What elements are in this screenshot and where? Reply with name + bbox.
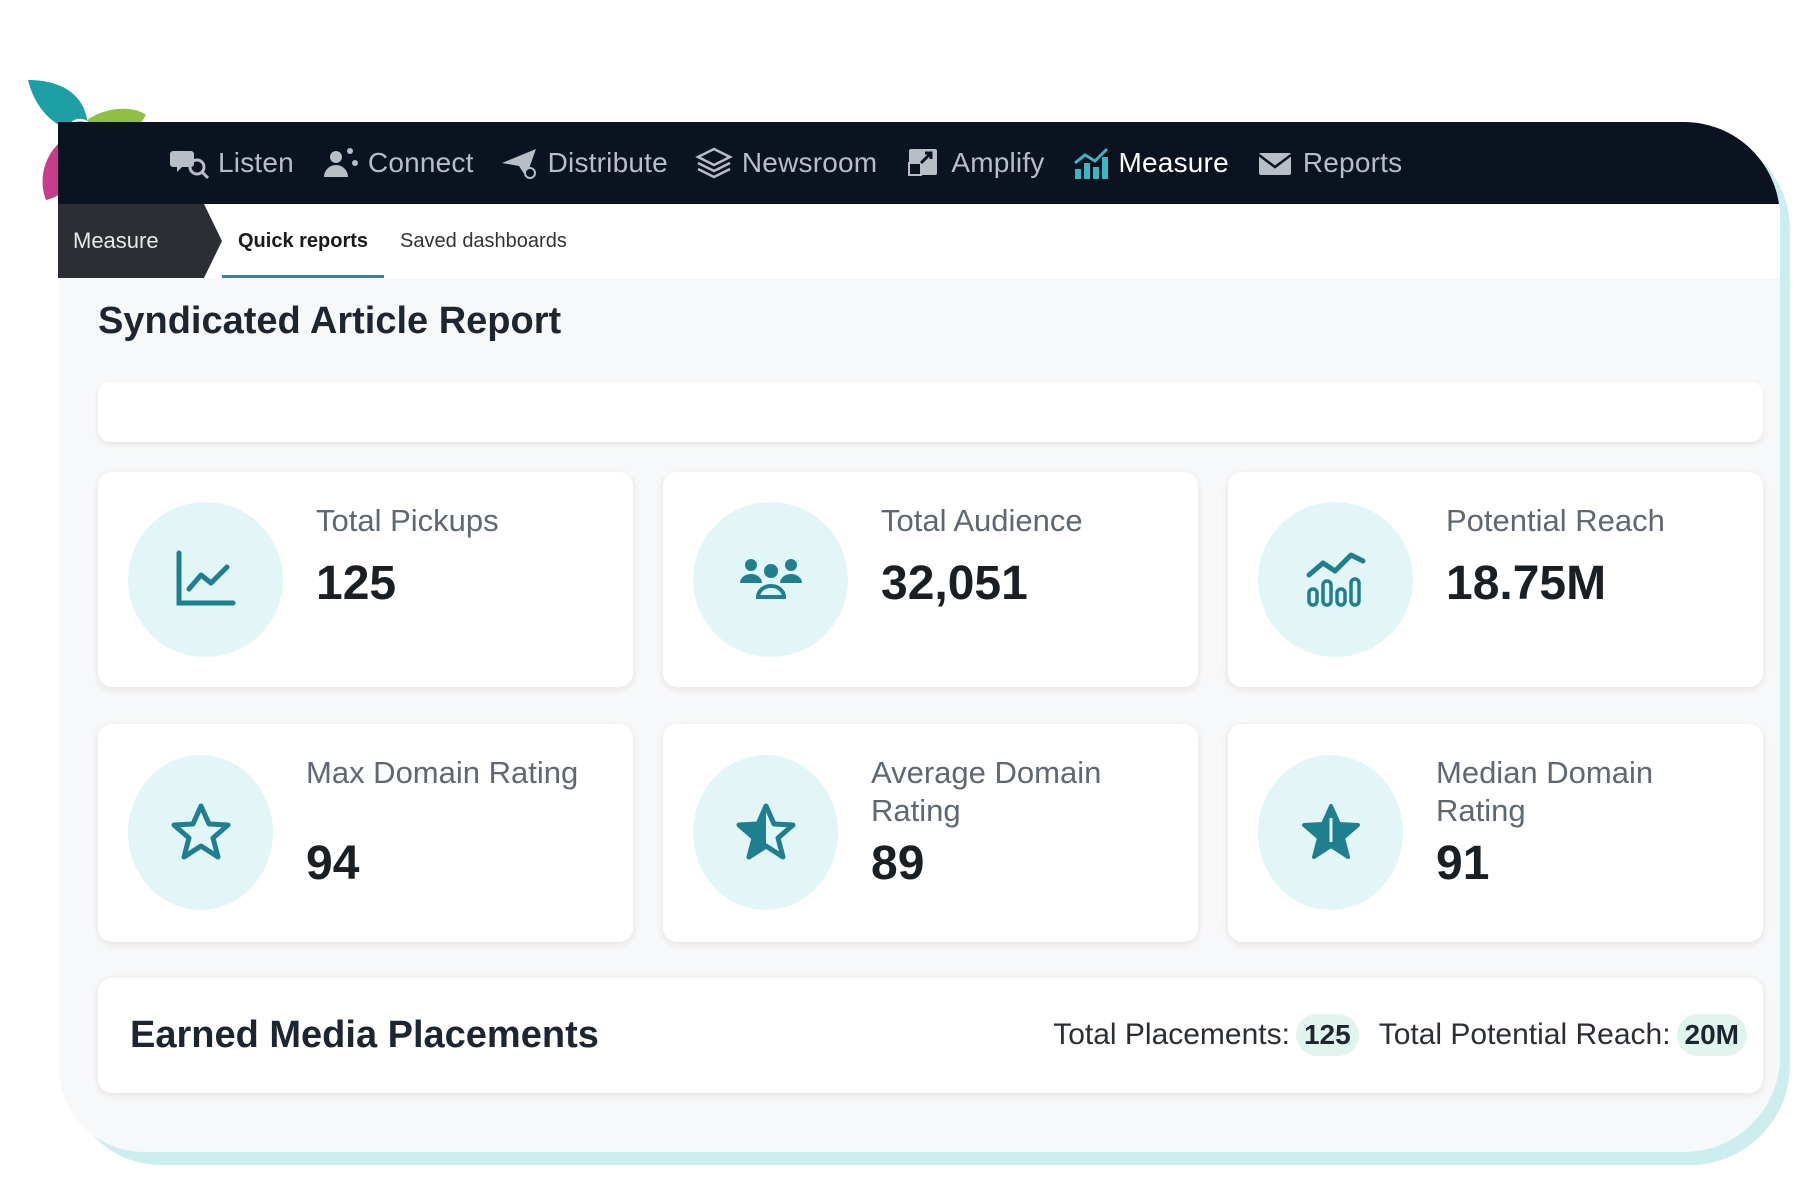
line-chart-icon — [176, 550, 235, 605]
newsroom-icon — [695, 147, 733, 179]
tab-quick-reports[interactable]: Quick reports — [222, 204, 385, 278]
measure-icon — [1073, 147, 1108, 179]
distribute-icon — [501, 149, 536, 179]
nav-label-connect: Connect — [367, 147, 474, 178]
metric-icon-circle — [1258, 755, 1403, 910]
star-half-icon — [736, 803, 795, 859]
metric-value: 91 — [1436, 837, 1490, 890]
nav-label-newsroom: Newsroom — [741, 147, 878, 178]
metric-icon-circle — [128, 755, 273, 910]
metric-icon-circle — [128, 502, 283, 657]
nav-label-amplify: Amplify — [951, 147, 1045, 178]
reports-icon — [1258, 153, 1292, 175]
metric-value: 94 — [306, 837, 360, 890]
metric-label: Median Domain Rating — [1436, 755, 1654, 828]
metric-card-total-audience: Total Audience 32,051 — [663, 472, 1198, 687]
metric-card-median-domain-rating: Median Domain Rating 91 — [1228, 724, 1763, 942]
nav-item-reports[interactable]: Reports — [1255, 145, 1402, 181]
total-reach-label: Total Potential Reach: — [1378, 1018, 1671, 1051]
metric-label: Potential Reach — [1446, 503, 1665, 538]
breadcrumb[interactable]: Measure — [58, 204, 222, 278]
metric-label: Total Pickups — [316, 503, 499, 538]
app-window: Listen Connect Distribute New — [58, 122, 1780, 1152]
metric-label: Max Domain Rating — [306, 755, 579, 790]
nav-item-listen[interactable]: Listen — [170, 145, 294, 181]
metric-icon-circle — [1258, 502, 1413, 657]
nav-label-measure: Measure — [1118, 147, 1229, 178]
earned-media-panel: Earned Media Placements Total Placements… — [98, 978, 1763, 1093]
metric-value: 89 — [871, 837, 925, 890]
metric-icon-circle — [693, 755, 838, 910]
metric-label: Total Audience — [881, 503, 1083, 538]
nav-item-distribute[interactable]: Distribute — [500, 145, 668, 181]
nav-item-amplify[interactable]: Amplify — [903, 145, 1044, 181]
star-outline-icon — [171, 803, 230, 859]
metric-value: 18.75M — [1446, 557, 1607, 610]
nav-label-reports: Reports — [1302, 147, 1403, 178]
nav-item-connect[interactable]: Connect — [320, 145, 474, 181]
metric-card-potential-reach: Potential Reach 18.75M — [1228, 472, 1763, 687]
connect-icon — [323, 148, 358, 177]
nav-item-measure[interactable]: Measure — [1071, 145, 1229, 181]
star-filled-icon — [1301, 803, 1360, 859]
top-navigation: Listen Connect Distribute New — [58, 122, 1780, 204]
tab-saved-dashboards[interactable]: Saved dashboards — [400, 229, 567, 252]
metric-value: 125 — [316, 557, 397, 610]
metric-icon-circle — [693, 502, 848, 657]
metric-card-average-domain-rating: Average Domain Rating 89 — [663, 724, 1198, 942]
nav-label-listen: Listen — [218, 147, 294, 178]
nav-label-distribute: Distribute — [547, 147, 668, 178]
bar-trend-icon — [1306, 552, 1365, 607]
nav-item-newsroom[interactable]: Newsroom — [694, 145, 877, 181]
earned-media-title: Earned Media Placements — [130, 1014, 599, 1056]
people-icon — [739, 558, 802, 599]
total-placements-label: Total Placements: — [1053, 1018, 1290, 1051]
page-title: Syndicated Article Report — [98, 300, 562, 342]
sub-navigation: Measure Quick reports Saved dashboards — [58, 204, 1780, 278]
filter-bar[interactable] — [98, 382, 1763, 442]
listen-icon — [170, 151, 210, 180]
total-reach-badge: 20M — [1676, 1014, 1747, 1056]
metric-card-total-pickups: Total Pickups 125 — [98, 472, 633, 687]
metric-value: 32,051 — [881, 557, 1028, 610]
total-placements-badge: 125 — [1295, 1014, 1359, 1056]
earned-media-stats: Total Placements: 125 Total Potential Re… — [1053, 1014, 1747, 1056]
amplify-icon — [908, 149, 938, 176]
metric-card-max-domain-rating: Max Domain Rating 94 — [98, 724, 633, 942]
metric-label: Average Domain Rating — [871, 755, 1102, 828]
